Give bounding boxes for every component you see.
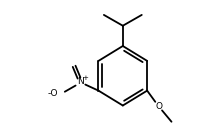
Text: O: O <box>155 102 162 111</box>
Text: N: N <box>77 77 84 86</box>
Text: +: + <box>83 75 88 81</box>
Text: -O: -O <box>47 89 58 98</box>
